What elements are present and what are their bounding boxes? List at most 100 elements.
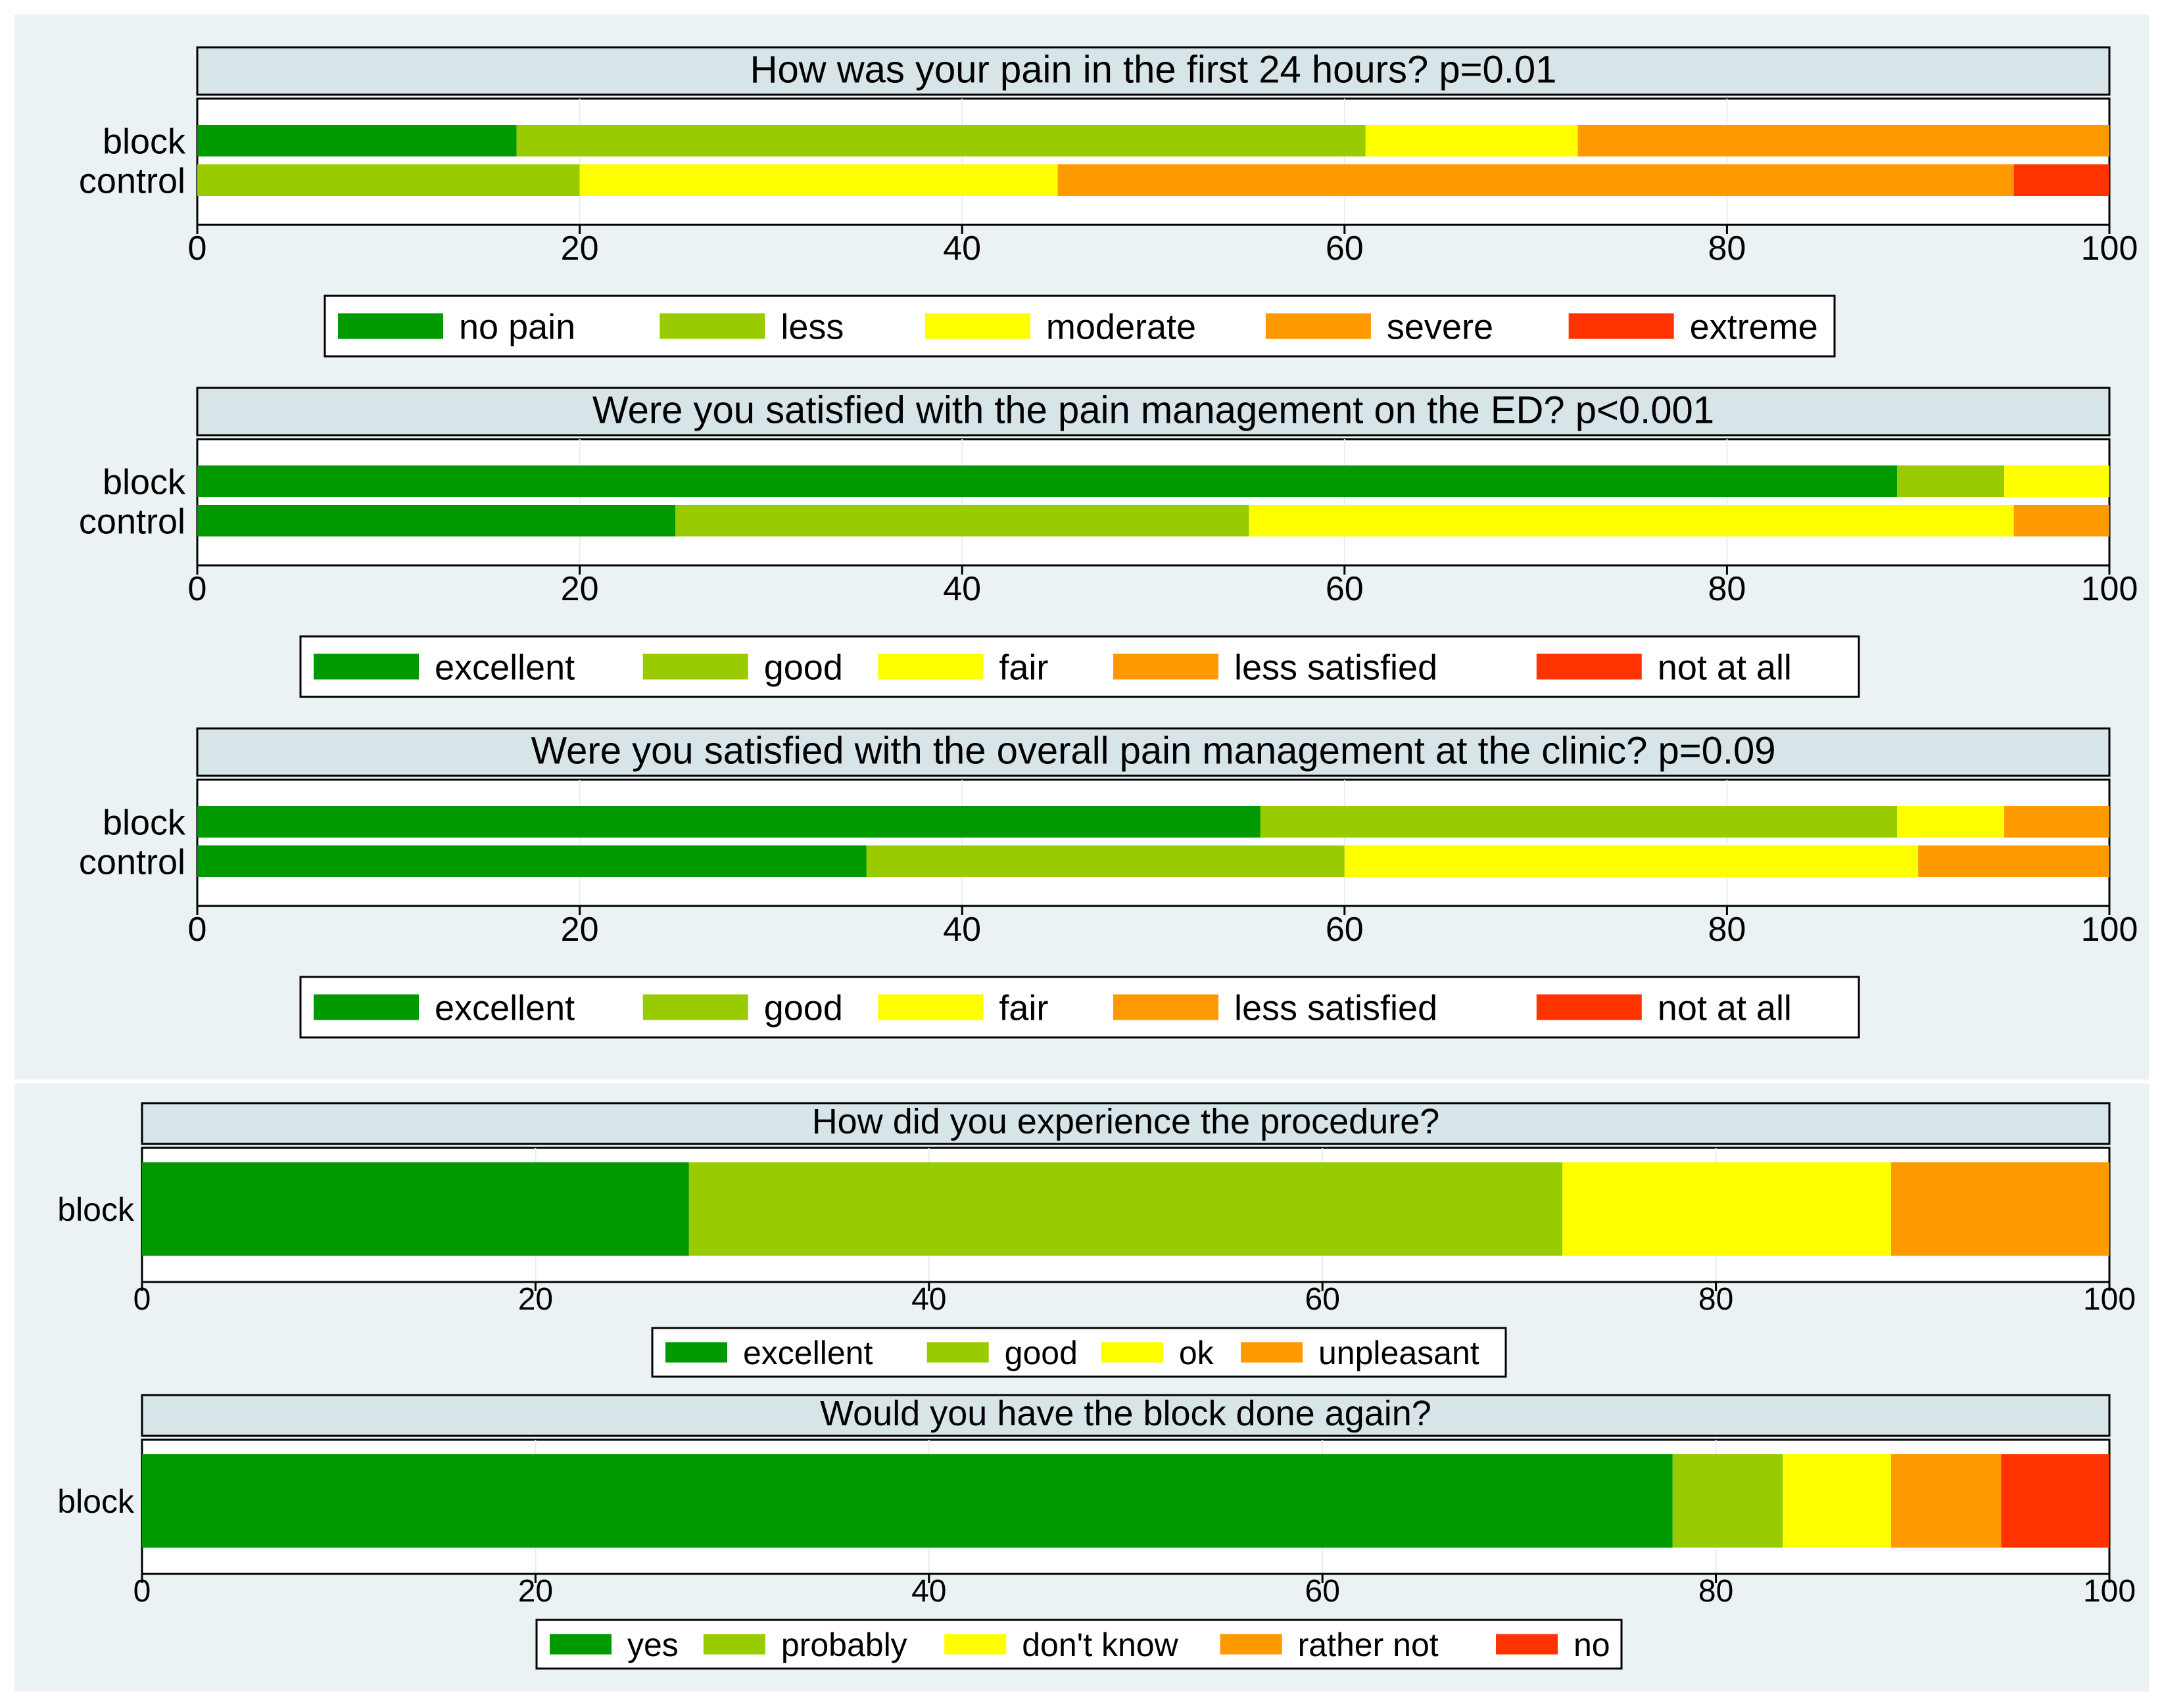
bar-segment: [1783, 1454, 1891, 1548]
bar-segment: [1897, 806, 2005, 838]
legend-swatch: [665, 1342, 727, 1363]
x-tick-label: 100: [2083, 1282, 2136, 1317]
bar-segment: [197, 505, 675, 536]
category-label: block: [103, 122, 186, 161]
x-tick-label: 20: [518, 1574, 553, 1609]
chart-title-box: [141, 1102, 2111, 1145]
bar-segment: [2013, 505, 2109, 536]
legend-swatch: [642, 994, 748, 1020]
bar-segment: [197, 125, 517, 156]
legend-label: less satisfied: [1234, 988, 1437, 1028]
legend-label: rather not: [1298, 1626, 1439, 1663]
category-label: control: [79, 502, 185, 541]
chart-title-box: [196, 727, 2111, 777]
legend-swatch: [1265, 313, 1371, 339]
plot-area: [196, 778, 2111, 907]
chart-panel-3: Were you satisfied with the overall pain…: [79, 727, 2138, 1039]
bar-segment: [1562, 1162, 1891, 1256]
chart-title-box: [141, 1394, 2111, 1437]
chart-title: Were you satisfied with the pain managem…: [592, 389, 1714, 431]
x-tick-label: 100: [2083, 1574, 2136, 1609]
legend-swatch: [1241, 1342, 1303, 1363]
bar-segment: [2013, 164, 2109, 196]
category-label: block: [57, 1483, 135, 1520]
legend-swatch: [878, 994, 984, 1020]
legend-label: fair: [999, 988, 1048, 1028]
legend-label: yes: [627, 1626, 679, 1663]
bar-segment: [1897, 465, 2005, 497]
x-tick-label: 40: [911, 1574, 946, 1609]
bar-segment: [688, 1162, 1563, 1256]
bar-segment: [1918, 845, 2109, 877]
legend-label: not at all: [1658, 988, 1792, 1028]
legend-swatch: [642, 653, 748, 680]
legend-label: fair: [999, 648, 1048, 687]
legend-label: excellent: [743, 1335, 873, 1371]
bar-segment: [1365, 125, 1578, 156]
plot-area: [196, 97, 2111, 226]
category-label: block: [57, 1191, 135, 1228]
bar-segment: [2001, 1454, 2109, 1548]
category-label: block: [103, 462, 186, 502]
x-tick-label: 60: [1305, 1282, 1340, 1317]
x-tick-label: 0: [133, 1574, 151, 1609]
legend-swatch: [1568, 313, 1674, 339]
legend-label: no: [1573, 1626, 1610, 1663]
category-label: control: [79, 842, 185, 882]
bar-segment: [1672, 1454, 1783, 1548]
x-tick-label: 80: [1708, 911, 1746, 949]
x-tick-label: 60: [1326, 229, 1364, 268]
legend-box: [651, 1327, 1507, 1378]
chart-panel-5: Would you have the block done again? bloc…: [57, 1394, 2136, 1670]
bar-segment: [1344, 845, 1919, 877]
legend-swatch: [1113, 653, 1218, 680]
bar-segment: [142, 1454, 1673, 1548]
bar-segment: [1057, 164, 2014, 196]
chart-title: Were you satisfied with the overall pain…: [531, 729, 1775, 772]
x-tick-label: 40: [943, 229, 981, 268]
category-label: control: [79, 161, 185, 201]
legend-label: not at all: [1658, 648, 1792, 687]
x-tick-label: 80: [1698, 1282, 1733, 1317]
chart-title: Would you have the block done again?: [820, 1394, 1431, 1433]
legend-label: ok: [1179, 1335, 1214, 1371]
legend-label: excellent: [435, 988, 575, 1028]
legend-label: good: [764, 988, 843, 1028]
x-tick-label: 0: [188, 911, 207, 949]
x-tick-label: 20: [561, 570, 599, 608]
plot-area: [196, 438, 2111, 567]
legend-swatch: [660, 313, 765, 339]
x-tick-label: 0: [188, 570, 207, 608]
chart-panel-2: Were you satisfied with the pain managem…: [79, 387, 2138, 698]
legend-label: good: [764, 648, 843, 687]
legend-swatch: [314, 653, 419, 680]
x-tick-label: 40: [943, 911, 981, 949]
legend-swatch: [1496, 1634, 1558, 1655]
x-tick-label: 100: [2081, 911, 2138, 949]
bar-segment: [1260, 806, 1898, 838]
chart-title: How was your pain in the first 24 hours?…: [750, 48, 1557, 91]
legend-label: less satisfied: [1234, 648, 1437, 687]
chart-title-box: [196, 46, 2111, 96]
bar-segment: [866, 845, 1345, 877]
legend-label: less: [781, 307, 844, 346]
legend-swatch: [703, 1634, 765, 1655]
x-tick-label: 20: [561, 911, 599, 949]
x-tick-label: 100: [2081, 229, 2138, 268]
legend-label: don't know: [1022, 1626, 1178, 1663]
bar-segment: [579, 164, 1058, 196]
bar-segment: [516, 125, 1366, 156]
x-tick-label: 0: [188, 229, 207, 268]
bar-segment: [197, 845, 867, 877]
legend-swatch: [1220, 1634, 1282, 1655]
bar-segment: [197, 806, 1261, 838]
bar-segment: [1249, 505, 2014, 536]
x-tick-label: 60: [1305, 1574, 1340, 1609]
bar-segment: [2004, 806, 2109, 838]
legend-swatch: [1101, 1342, 1163, 1363]
x-tick-label: 20: [518, 1282, 553, 1317]
legend-swatch: [1113, 994, 1218, 1020]
legend-swatch: [944, 1634, 1007, 1655]
x-tick-label: 40: [911, 1282, 946, 1317]
